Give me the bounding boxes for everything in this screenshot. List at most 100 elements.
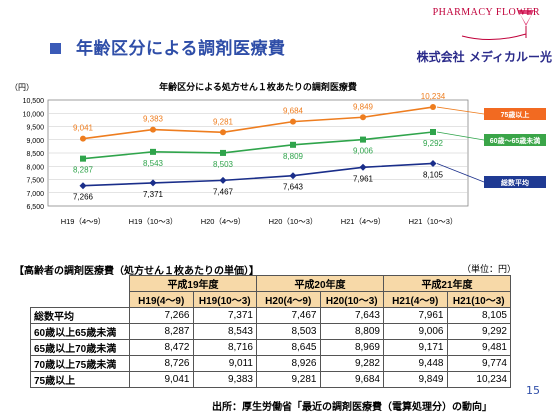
table-cell: 7,467 bbox=[256, 307, 321, 324]
cost-table: 平成19年度 平成20年度 平成21年度 H19(4〜9) H19(10〜3) … bbox=[30, 275, 511, 388]
data-point bbox=[430, 129, 436, 136]
data-point bbox=[80, 155, 86, 162]
data-point bbox=[359, 163, 367, 171]
table-cell: 9,171 bbox=[383, 339, 448, 356]
legend-box bbox=[484, 176, 546, 188]
series-line bbox=[82, 106, 434, 140]
year-header: 平成19年度 bbox=[129, 275, 257, 292]
data-label: 7,467 bbox=[213, 187, 234, 196]
period-header: H21(10〜3) bbox=[446, 291, 511, 308]
table-cell: 9,849 bbox=[383, 371, 448, 388]
year-header: 平成21年度 bbox=[383, 275, 511, 292]
table-cell: 8,716 bbox=[192, 339, 257, 356]
data-point bbox=[220, 149, 226, 156]
chart-title: 年齢区分による処方せん１枚あたりの調剤医療費 bbox=[159, 81, 357, 92]
data-point bbox=[79, 182, 87, 190]
data-label: 9,006 bbox=[353, 147, 374, 156]
row-label: 70歳以上75歳未満 bbox=[30, 355, 130, 372]
table-cell: 8,287 bbox=[129, 323, 194, 340]
row-label: 総数平均 bbox=[30, 307, 130, 324]
legend-box bbox=[484, 108, 546, 120]
year-header: 平成20年度 bbox=[256, 275, 384, 292]
slide-title: 年齢区分による調剤医療費 bbox=[76, 39, 286, 59]
period-header: H19(10〜3) bbox=[192, 291, 257, 308]
legend-label: 60歳〜65歳未満 bbox=[490, 136, 541, 145]
data-point bbox=[360, 136, 366, 143]
table-body: 総数平均 7,266 7,371 7,467 7,643 7,961 8,105 60歳以上6… bbox=[30, 307, 511, 388]
table-cell: 9,281 bbox=[256, 371, 321, 388]
legend-label: 75歳以上 bbox=[501, 110, 530, 119]
data-label: 10,234 bbox=[421, 92, 446, 101]
table-row: 75歳以上 9,041 9,383 9,281 9,684 9,849 10,234 bbox=[30, 371, 511, 388]
table-cell: 7,643 bbox=[319, 307, 384, 324]
data-label: 9,849 bbox=[353, 102, 374, 111]
y-tick-label: 10,500 bbox=[23, 98, 45, 105]
y-tick-label: 8,000 bbox=[26, 164, 44, 171]
table-cell: 10,234 bbox=[446, 371, 511, 388]
y-axis-label: （円） bbox=[10, 83, 34, 92]
x-tick-label: H20（4〜9） bbox=[201, 217, 246, 226]
y-tick-label: 8,500 bbox=[26, 151, 44, 158]
y-tick-label: 10,000 bbox=[23, 111, 45, 118]
table-cell: 8,472 bbox=[129, 339, 194, 356]
series-line bbox=[82, 131, 434, 160]
table-period-header-row: H19(4〜9) H19(10〜3) H20(4〜9) H20(10〜3) H2… bbox=[31, 291, 511, 308]
table-year-header-row: 平成19年度 平成20年度 平成21年度 bbox=[30, 275, 511, 308]
period-header: H21(4〜9) bbox=[383, 291, 448, 308]
x-tick-label: H21（4〜9） bbox=[341, 217, 386, 226]
legend-connector bbox=[436, 163, 485, 183]
legend-connector bbox=[436, 131, 485, 141]
table-cell: 9,011 bbox=[192, 355, 257, 372]
company-name: 株式会社 メディカルー光 bbox=[416, 50, 552, 64]
period-header: H19(4〜9) bbox=[129, 291, 194, 308]
row-label: 60歳以上65歳未満 bbox=[30, 323, 130, 340]
y-tick-label: 7,500 bbox=[26, 178, 44, 185]
series-line bbox=[82, 162, 434, 187]
data-point bbox=[360, 114, 366, 121]
table-row: 総数平均 7,266 7,371 7,467 7,643 7,961 8,105 bbox=[30, 307, 511, 324]
data-label: 8,809 bbox=[283, 152, 304, 161]
data-label: 7,961 bbox=[353, 174, 374, 183]
table-corner bbox=[30, 275, 130, 308]
data-point bbox=[430, 104, 436, 111]
data-label: 9,281 bbox=[213, 117, 234, 126]
table-cell: 9,292 bbox=[446, 323, 511, 340]
data-label: 9,684 bbox=[283, 107, 304, 116]
table-row: 65歳以上70歳未満 8,472 8,716 8,645 8,969 9,171 9,481 bbox=[30, 339, 511, 356]
data-label: 7,371 bbox=[143, 190, 164, 199]
x-tick-label: H21（10〜3） bbox=[409, 217, 458, 226]
table-title: 【高齢者の調剤医療費（処方せん１枚あたりの単価）】 bbox=[14, 266, 259, 277]
table-cell: 8,543 bbox=[192, 323, 257, 340]
table-unit: （単位：円） bbox=[462, 265, 517, 275]
line-chart: 年齢区分による処方せん１枚あたりの調剤医療費 （円） 6,500 7,000 7,500… bbox=[10, 81, 546, 226]
x-tick-label: H20（10〜3） bbox=[269, 217, 318, 226]
data-point bbox=[149, 179, 157, 187]
data-point bbox=[290, 141, 296, 148]
table-cell: 8,503 bbox=[256, 323, 321, 340]
data-point bbox=[80, 135, 86, 142]
table-cell: 7,961 bbox=[383, 307, 448, 324]
table-cell: 9,383 bbox=[192, 371, 257, 388]
data-label: 7,643 bbox=[283, 183, 304, 192]
row-label: 65歳以上70歳未満 bbox=[30, 339, 130, 356]
y-tick-label: 6,500 bbox=[26, 204, 44, 211]
table-cell: 9,774 bbox=[446, 355, 511, 372]
table-cell: 9,282 bbox=[319, 355, 384, 372]
table-cell: 8,645 bbox=[256, 339, 321, 356]
brand-name: PHARMACY FLOWER bbox=[432, 7, 540, 18]
x-tick-label: H19（4〜9） bbox=[61, 217, 106, 226]
legend-label: 総数平均 bbox=[501, 178, 529, 187]
title-bullet bbox=[50, 43, 61, 54]
y-tick-label: 9,500 bbox=[26, 125, 44, 132]
row-label: 75歳以上 bbox=[30, 371, 130, 388]
flower-logo-icon bbox=[461, 10, 534, 41]
data-point bbox=[219, 176, 227, 184]
table-cell: 8,726 bbox=[129, 355, 194, 372]
table-cell: 9,684 bbox=[319, 371, 384, 388]
data-label: 8,105 bbox=[423, 170, 444, 179]
table-row: 60歳以上65歳未満 8,287 8,543 8,503 8,809 9,006 9,292 bbox=[30, 323, 511, 340]
data-label: 9,292 bbox=[423, 139, 444, 148]
data-point bbox=[429, 159, 437, 167]
y-tick-label: 7,000 bbox=[26, 191, 44, 198]
